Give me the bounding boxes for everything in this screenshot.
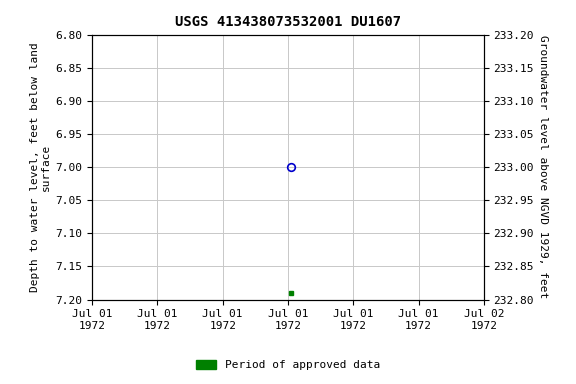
Legend: Period of approved data: Period of approved data (191, 355, 385, 375)
Y-axis label: Depth to water level, feet below land
surface: Depth to water level, feet below land su… (30, 42, 51, 292)
Title: USGS 413438073532001 DU1607: USGS 413438073532001 DU1607 (175, 15, 401, 29)
Y-axis label: Groundwater level above NGVD 1929, feet: Groundwater level above NGVD 1929, feet (538, 35, 548, 299)
